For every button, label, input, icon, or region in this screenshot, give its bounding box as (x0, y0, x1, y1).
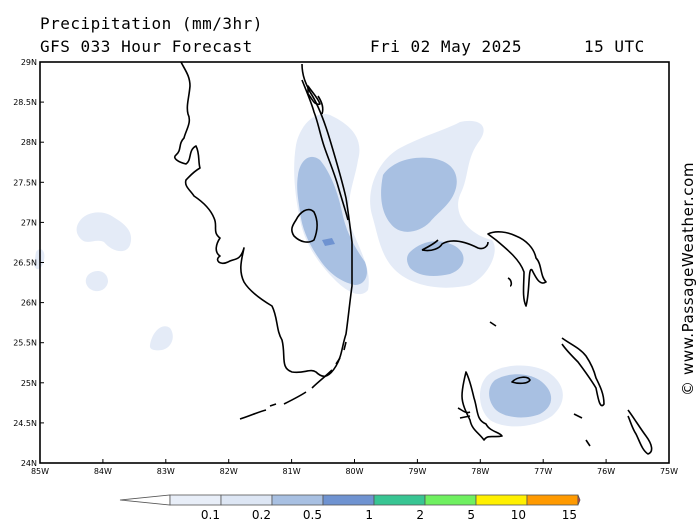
legend-label: 15 (562, 508, 577, 522)
legend-swatch (220, 494, 273, 506)
lat-label: 28.5N (13, 98, 37, 107)
lat-label: 24.5N (13, 419, 37, 428)
precip-moderate-areas (297, 156, 552, 418)
legend-swatch (169, 494, 222, 506)
legend-swatch (526, 494, 579, 506)
legend-label: 5 (467, 508, 475, 522)
legend-label: 0.1 (201, 508, 220, 522)
legend-label: 2 (416, 508, 424, 522)
coastline (173, 61, 653, 455)
legend-swatch (322, 494, 375, 506)
lon-label: 78W (471, 467, 489, 476)
lat-label: 25.5N (13, 339, 37, 348)
longitude-axis: 85W 84W 83W 82W 81W 80W 79W 78W 77W 76W 75W (31, 459, 678, 476)
lon-label: 75W (660, 467, 678, 476)
lat-label: 27N (21, 218, 37, 227)
legend-label: 0.2 (252, 508, 271, 522)
precip-heavy-areas (322, 238, 335, 246)
lat-label: 27.5N (13, 178, 37, 187)
lon-label: 82W (220, 467, 238, 476)
precip-light-areas (34, 114, 563, 427)
lon-label: 80W (345, 467, 363, 476)
lon-label: 81W (283, 467, 301, 476)
legend-label: 1 (365, 508, 373, 522)
model-label: GFS 033 Hour Forecast (40, 37, 253, 56)
lat-label: 24N (21, 459, 37, 468)
lat-label: 26.5N (13, 259, 37, 268)
lon-label: 83W (157, 467, 175, 476)
lat-label: 25N (21, 379, 37, 388)
lon-label: 79W (408, 467, 426, 476)
legend-swatch (373, 494, 426, 506)
lat-label: 28N (21, 138, 37, 147)
lon-label: 85W (31, 467, 49, 476)
forecast-time: 15 UTC (584, 37, 645, 56)
chart-title: Precipitation (mm/3hr) (40, 14, 263, 33)
legend-swatch (475, 494, 528, 506)
lat-label: 26N (21, 299, 37, 308)
legend-label: 0.5 (303, 508, 322, 522)
legend-min-arrow (119, 494, 171, 506)
svg-text:© www.PassageWeather.com: © www.PassageWeather.com (679, 162, 697, 396)
lon-label: 84W (94, 467, 112, 476)
legend-label: 10 (511, 508, 526, 522)
color-legend: 0.1 0.2 0.5 1 2 5 10 15 (119, 494, 581, 522)
legend-max-arrow (577, 494, 581, 506)
credit-text: © www.PassageWeather.com (676, 150, 700, 410)
lat-label: 29N (21, 58, 37, 67)
legend-swatch (424, 494, 477, 506)
lon-label: 76W (597, 467, 615, 476)
forecast-date: Fri 02 May 2025 (370, 37, 522, 56)
lon-label: 77W (534, 467, 552, 476)
latitude-axis: 29N 28.5N 28N 27.5N 27N 26.5N 26N 25.5N 25N 24.5N… (13, 58, 44, 468)
legend-swatch (271, 494, 324, 506)
